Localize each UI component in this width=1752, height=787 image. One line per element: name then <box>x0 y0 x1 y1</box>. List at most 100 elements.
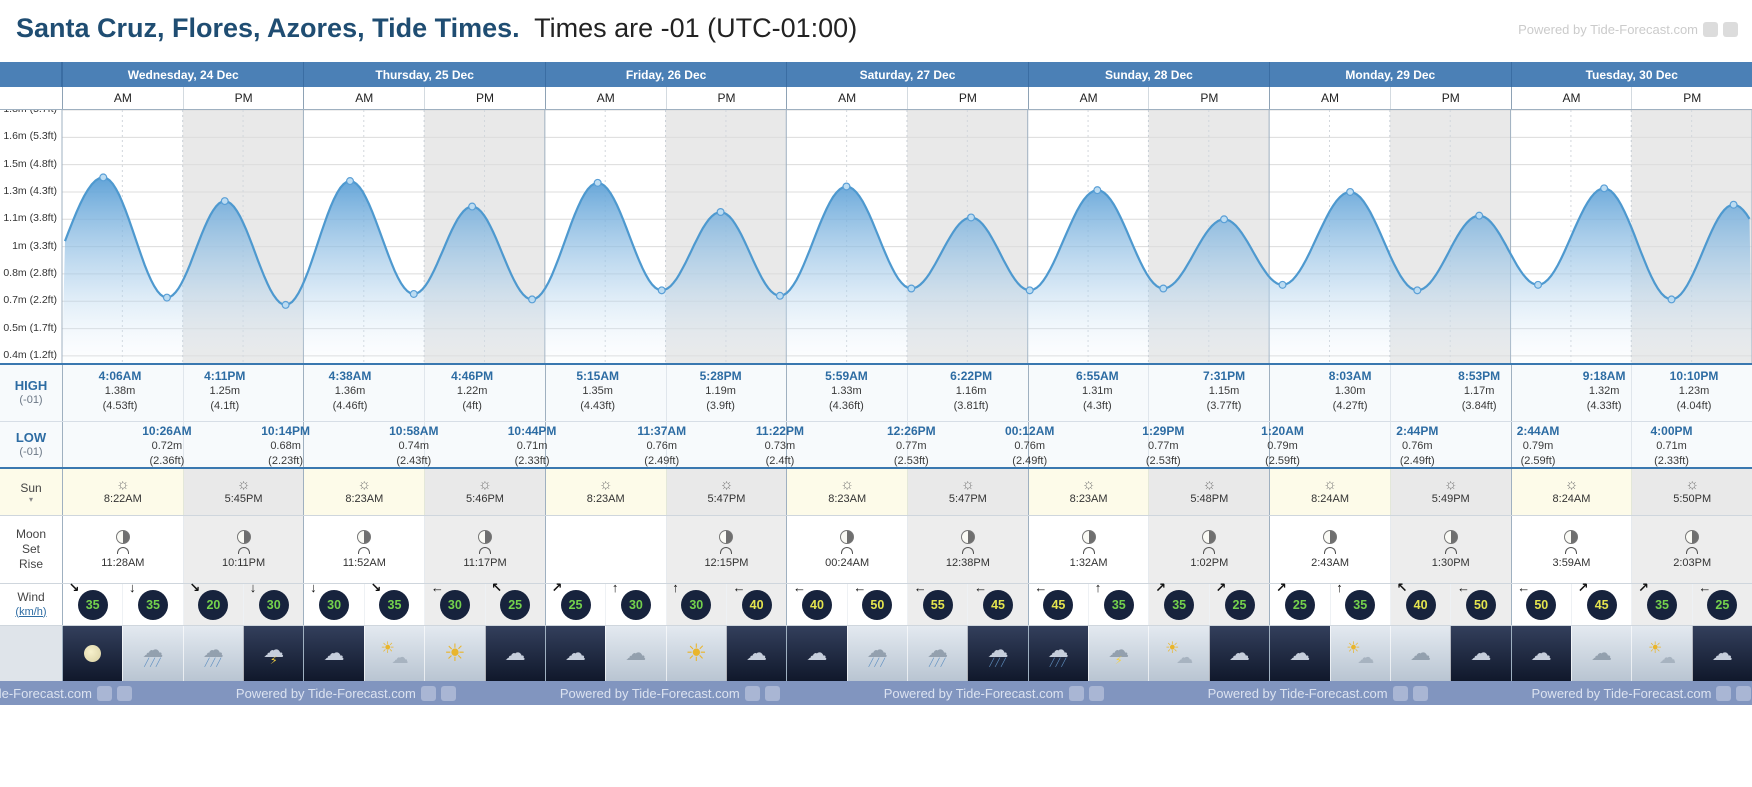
footer-bar: Powered by Tide-Forecast.com Powered by T… <box>0 681 1752 705</box>
high-tide-row: HIGH (-01) 4:06AM 1.38m (4.53ft) 4:11PM 1.25… <box>0 365 1752 422</box>
store-badge-icon <box>440 685 456 701</box>
sunrise-time: 8:23AM <box>586 493 625 505</box>
sunset-icon: ☼ <box>1443 476 1458 493</box>
wind-cell: ↑ 30 <box>665 580 726 625</box>
sunrise-icon: ☼ <box>357 476 372 493</box>
wind-cell: ← 30 <box>424 580 485 625</box>
wind-badge: ↖ 25 <box>491 580 531 620</box>
sunset-event: ☼ 5:48PM <box>1190 477 1228 506</box>
wind-cell: ← 40 <box>725 580 787 625</box>
store-badge-icon <box>744 685 760 701</box>
low-row-label: LOW (-01) <box>0 422 62 467</box>
high-tide-height-ft: (4.36ft) <box>829 400 864 412</box>
high-tide-height-m: 1.16m <box>955 385 987 397</box>
wind-unit-link[interactable]: (km/h) <box>15 605 47 618</box>
low-tide-height-ft: (2.33ft) <box>514 455 550 467</box>
wind-speed: 40 <box>810 597 824 612</box>
weather-cell-cloud: ☁ <box>1450 626 1511 681</box>
wind-direction-arrow: ↗ <box>1638 579 1649 595</box>
low-tide-height-m: 0.72m <box>151 440 183 452</box>
weather-cell-rain: ☁ ╱╱╱ <box>967 626 1028 681</box>
moon-cell-2-am <box>544 516 666 583</box>
tide-table: Wednesday, 24 Dec Thursday, 25 Dec Friday,… <box>0 62 1752 681</box>
moon-phase-icon <box>1443 530 1458 544</box>
wind-row-label: Wind (km/h) <box>0 584 62 625</box>
day-header-2: Friday, 26 Dec <box>544 62 786 87</box>
weather-cell-cloud: ☁ <box>484 626 545 681</box>
day-boundary-line <box>1510 365 1512 421</box>
high-label: HIGH <box>14 378 48 393</box>
weather-cell-moon <box>62 626 123 681</box>
moon-time: 1:30PM <box>1431 557 1470 569</box>
moon-cell-6-am: 3:59AM <box>1510 516 1632 583</box>
half-day-line <box>182 422 184 467</box>
wind-badge: ↗ 35 <box>1638 580 1678 620</box>
y-axis-label: 0.5m (1.7ft) <box>3 321 57 334</box>
rain-icon: ☁ ╱╱╱ <box>988 640 1009 667</box>
day-boundary-line <box>786 365 788 421</box>
moon-rise-set-arc-icon <box>1082 547 1095 554</box>
wind-speed: 35 <box>1353 597 1368 612</box>
low-tide-cell: 10:26AM 0.72m (2.36ft) <box>111 424 223 469</box>
caret-down-icon: ▾ <box>28 494 33 504</box>
cloud-icon: ☁ <box>625 642 647 665</box>
moon-event: 2:03PM <box>1673 530 1711 569</box>
sunrise-event: ☼ 8:22AM <box>104 477 142 506</box>
weather-cell-cloud: ☁ <box>1269 626 1330 681</box>
wind-cell: ↑ 35 <box>1088 580 1148 625</box>
high-tide-height-m: 1.30m <box>1334 385 1366 397</box>
high-tide-cell: 5:59AM 1.33m (4.36ft) <box>790 369 902 414</box>
low-label: LOW <box>15 429 47 445</box>
wind-direction-arrow: ↗ <box>1577 579 1589 595</box>
wind-speed: 25 <box>1292 597 1307 612</box>
wind-direction-arrow: ↑ <box>1094 579 1102 595</box>
sunset-event: ☼ 5:50PM <box>1673 476 1711 506</box>
cloud-icon: ☁ <box>1470 642 1492 665</box>
rain-icon: ☁ ╱╱╱ <box>927 640 948 667</box>
raindrops-icon: ╱╱╱ <box>928 658 947 667</box>
sunset-event: ☼ 5:46PM <box>466 477 504 506</box>
sunset-time: 5:47PM <box>948 493 987 505</box>
wind-direction-arrow: ← <box>1517 579 1531 595</box>
weather-cell-sun: ☀ <box>665 626 726 681</box>
half-day-line <box>424 365 426 421</box>
wind-badge: ↓ 35 <box>129 580 169 620</box>
cloud-icon: ☁ <box>323 642 345 665</box>
cloud-icon: ☁ <box>927 639 949 662</box>
moon-phase-icon <box>840 530 855 544</box>
wind-badge: ← 50 <box>1457 580 1496 620</box>
raindrops-icon: ╱╱╱ <box>144 658 162 667</box>
sunrise-icon: ☼ <box>598 476 613 493</box>
cloud-icon: ☁ <box>1410 642 1432 665</box>
moon-rise-set-arc-icon <box>116 547 129 554</box>
moon-event: 00:24AM <box>825 530 869 569</box>
weather-cell-rain: ☁ ╱╱╱ <box>907 626 968 681</box>
ampm-cell-0-am: AM <box>62 87 183 109</box>
moon-time: 1:02PM <box>1190 557 1229 569</box>
wind-speed: 45 <box>1594 597 1609 612</box>
weather-cell-partly: ☀ ☁ <box>1148 626 1209 681</box>
high-tide-time: 8:03AM <box>1328 369 1372 383</box>
y-axis-label: 1.1m (3.8ft) <box>3 212 57 225</box>
wind-direction-arrow: ↘ <box>189 579 201 595</box>
low-tide-height-m: 0.73m <box>764 440 796 452</box>
day-header-3: Saturday, 27 Dec <box>786 62 1027 87</box>
wind-badge: ↑ 30 <box>672 580 712 620</box>
low-tide-time: 10:58AM <box>389 424 439 438</box>
ampm-cell-1-pm: PM <box>424 87 545 109</box>
sunset-icon: ☼ <box>1685 476 1700 493</box>
title-wrap: Santa Cruz, Flores, Azores, Tide Times. … <box>16 13 857 44</box>
day-boundary-line <box>303 422 305 467</box>
day-header-0: Wednesday, 24 Dec <box>62 62 303 87</box>
moon-time: 11:28AM <box>101 557 145 569</box>
high-tide-height-ft: (4.3ft) <box>1082 400 1112 412</box>
sunrise-time: 8:24AM <box>1311 493 1349 505</box>
moon-event: 12:38PM <box>946 530 990 569</box>
high-tide-cell: 6:55AM 1.31m (4.3ft) <box>1041 369 1153 414</box>
wind-cell: ↗ 25 <box>1269 580 1329 625</box>
low-tide-cell: 00:12AM 0.76m (2.49ft) <box>974 424 1086 469</box>
sunrise-icon: ☼ <box>1081 476 1096 493</box>
wind-speed: 25 <box>508 597 523 612</box>
moon-event: 11:52AM <box>343 530 386 569</box>
watermark-text: Powered by Tide-Forecast.com <box>559 685 740 701</box>
